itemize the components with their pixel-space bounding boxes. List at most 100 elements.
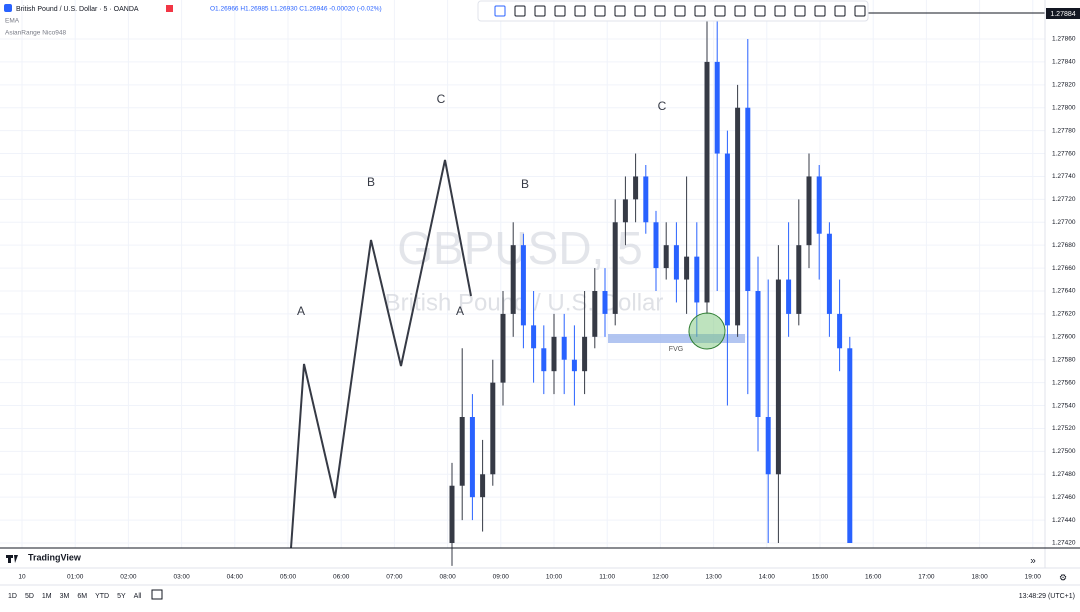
x-tick-label: 10	[18, 574, 26, 581]
settings-button[interactable]: ⚙	[1059, 572, 1067, 582]
y-tick-label: 1.27600	[1052, 334, 1076, 341]
range-button[interactable]: 6M	[77, 593, 87, 600]
toolbar-button[interactable]	[774, 5, 786, 17]
x-tick-label: 12:00	[652, 574, 669, 581]
x-tick-label: 04:00	[227, 574, 244, 581]
x-tick-label: 06:00	[333, 574, 350, 581]
candle-body	[561, 336, 567, 360]
candle-body	[643, 176, 649, 223]
date-range-button[interactable]	[151, 589, 163, 600]
candle-body	[582, 336, 588, 372]
y-tick-label: 1.27840	[1052, 59, 1076, 66]
candle-body	[745, 107, 751, 292]
candle-body	[837, 313, 843, 349]
symbol-title: British Pound / U.S. Dollar · 5 · OANDA	[16, 6, 139, 13]
toolbar-button[interactable]	[854, 5, 866, 17]
toolbar-button[interactable]	[734, 5, 746, 17]
price-badge-text: 1.27884	[1050, 11, 1075, 18]
candle-body	[796, 245, 802, 314]
x-tick-label: 10:00	[546, 574, 563, 581]
candle-body	[847, 348, 853, 543]
toolbar-button[interactable]	[574, 5, 586, 17]
wave-letter: A	[456, 304, 464, 318]
x-tick-label: 07:00	[386, 574, 403, 581]
wave-letter: C	[437, 92, 446, 106]
wave-letter: C	[658, 99, 667, 113]
y-tick-label: 1.27500	[1052, 448, 1076, 455]
candle-body	[510, 245, 516, 314]
y-tick-label: 1.27760	[1052, 150, 1076, 157]
x-tick-label: 01:00	[67, 574, 84, 581]
range-button[interactable]: 5D	[25, 593, 34, 600]
toolbar-button[interactable]	[694, 5, 706, 17]
candle-body	[684, 256, 690, 280]
ohlc-values: O1.26966 H1.26985 L1.26930 C1.26946 -0.0…	[210, 6, 382, 13]
candle-body	[765, 417, 771, 475]
logo-icon	[6, 555, 18, 563]
candle-body	[541, 348, 547, 372]
drawing-toolbar[interactable]	[477, 0, 869, 22]
fvg-label: FVG	[669, 346, 683, 353]
x-tick-label: 11:00	[599, 574, 615, 581]
flag-icon	[166, 5, 173, 12]
candle-body	[714, 61, 720, 154]
toolbar-button[interactable]	[834, 5, 846, 17]
candle-body	[592, 291, 598, 337]
toolbar-button[interactable]	[794, 5, 806, 17]
x-tick-label: 09:00	[493, 574, 510, 581]
range-button[interactable]: 1M	[42, 593, 52, 600]
y-tick-label: 1.27480	[1052, 471, 1076, 478]
range-button[interactable]: 5Y	[117, 593, 126, 600]
candle-body	[806, 176, 812, 246]
candle-body	[622, 199, 628, 223]
toolbar-button[interactable]	[514, 5, 526, 17]
watermark-ticker: GBPUSD, 5	[397, 222, 642, 274]
x-tick-label: 17:00	[918, 574, 935, 581]
toolbar-button[interactable]	[674, 5, 686, 17]
candle-body	[786, 279, 792, 314]
clock: 13:48:29 (UTC+1)	[1019, 593, 1075, 600]
y-tick-label: 1.27660	[1052, 265, 1076, 272]
toolbar-button[interactable]	[554, 5, 566, 17]
toolbar-button[interactable]	[614, 5, 626, 17]
toolbar-button[interactable]	[494, 5, 506, 17]
y-tick-label: 1.27800	[1052, 104, 1076, 111]
x-tick-label: 13:00	[705, 574, 722, 581]
y-tick-label: 1.27860	[1052, 36, 1076, 43]
x-tick-label: 08:00	[439, 574, 456, 581]
toolbar-button[interactable]	[634, 5, 646, 17]
candle-body	[531, 325, 537, 349]
indicator-label: EMA	[5, 18, 20, 25]
candle-body	[490, 382, 496, 475]
candle-body	[755, 291, 761, 417]
toolbar-button[interactable]	[534, 5, 546, 17]
symbol-icon	[4, 4, 12, 12]
candle-body	[449, 485, 455, 543]
x-tick-label: 15:00	[812, 574, 829, 581]
toolbar-button[interactable]	[594, 5, 606, 17]
y-tick-label: 1.27520	[1052, 425, 1076, 432]
candle-body	[459, 417, 465, 486]
range-button[interactable]: 1D	[8, 593, 17, 600]
toolbar-button[interactable]	[714, 5, 726, 17]
y-tick-label: 1.27640	[1052, 288, 1076, 295]
range-button[interactable]: YTD	[95, 593, 109, 600]
toolbar-button[interactable]	[754, 5, 766, 17]
range-button[interactable]: 3M	[60, 593, 70, 600]
candle-body	[735, 107, 741, 326]
candle-body	[602, 291, 608, 314]
highlight-ellipse	[688, 312, 726, 350]
candle-body	[826, 233, 832, 314]
candle-body	[673, 245, 679, 280]
candle-body	[704, 61, 710, 303]
price-badge	[1046, 8, 1080, 19]
scroll-button[interactable]: »	[1030, 556, 1036, 567]
toolbar-button[interactable]	[654, 5, 666, 17]
wave-letter: B	[521, 177, 529, 191]
y-tick-label: 1.27620	[1052, 311, 1076, 318]
toolbar-button[interactable]	[814, 5, 826, 17]
wave-letter: B	[367, 175, 375, 189]
y-tick-label: 1.27420	[1052, 540, 1076, 547]
range-button[interactable]: All	[134, 593, 142, 600]
